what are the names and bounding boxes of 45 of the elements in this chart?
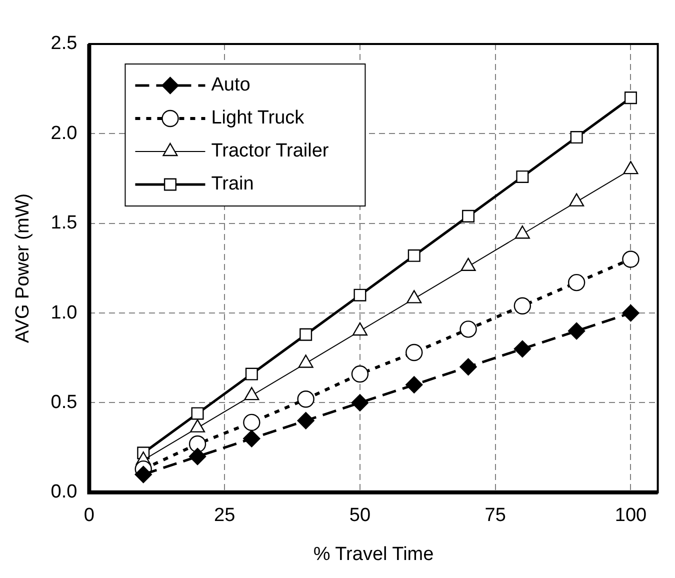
point [570, 131, 583, 144]
point [460, 320, 477, 338]
point [188, 435, 206, 453]
point [406, 344, 423, 362]
point [134, 466, 152, 484]
legend-label: Train [211, 174, 254, 195]
y-tick-label: 1.5 [50, 212, 78, 234]
point [243, 414, 260, 432]
y-tick-label: 0.5 [50, 392, 78, 413]
point [351, 365, 369, 383]
y-tick-label: 2.0 [50, 122, 78, 144]
point [516, 170, 529, 183]
point [245, 368, 258, 380]
point [297, 390, 314, 408]
legend-label: Tractor Trailer [211, 140, 330, 162]
point [300, 328, 312, 341]
y-tick-label: 2.5 [50, 33, 78, 54]
x-tick-label: 0 [84, 505, 94, 526]
point [462, 210, 475, 222]
point [297, 412, 314, 430]
point [460, 358, 477, 376]
y-tick-label: 0.0 [50, 482, 78, 503]
x-tick-label: 50 [349, 505, 371, 526]
point [622, 250, 640, 268]
x-tick-label: 25 [214, 505, 236, 526]
legend-label: Auto [211, 74, 250, 96]
y-axis-title: AVG Power (mW) [12, 193, 34, 343]
point [568, 274, 586, 292]
x-tick-label: 100 [614, 505, 647, 526]
point [622, 304, 640, 322]
legend-label: Light Truck [211, 108, 305, 129]
point [514, 297, 532, 314]
x-tick-label: 75 [484, 505, 506, 526]
x-axis-title: % Travel Time [313, 544, 434, 565]
point [406, 376, 423, 394]
point [624, 92, 637, 104]
point [351, 394, 369, 412]
point [191, 407, 204, 420]
point [243, 430, 260, 448]
point [408, 249, 420, 262]
point [188, 448, 206, 466]
y-tick-label: 1.0 [50, 302, 78, 324]
point [354, 288, 366, 302]
point [514, 340, 532, 358]
point [568, 322, 586, 340]
